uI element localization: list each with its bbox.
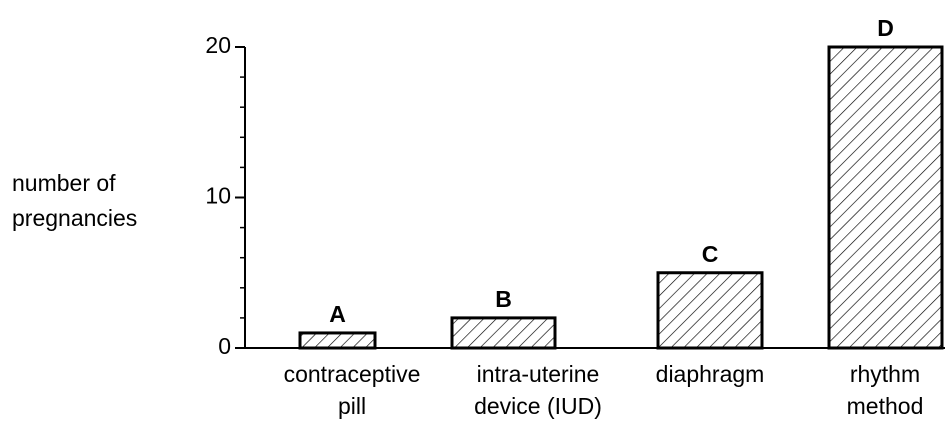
bar	[827, 45, 944, 350]
x-tick-label: diaphragm	[656, 361, 765, 387]
y-tick-label: 20	[205, 32, 231, 58]
bar	[298, 331, 377, 350]
x-tick-label: device (IUD)	[474, 393, 602, 419]
y-axis-label: number of	[12, 170, 116, 196]
x-tick-label: method	[847, 393, 924, 419]
bar	[450, 316, 557, 350]
bar-label: D	[877, 15, 894, 41]
y-axis-label: pregnancies	[12, 205, 137, 231]
bar-label: B	[495, 286, 512, 312]
bar-label: C	[702, 241, 719, 267]
bar-label: A	[329, 301, 346, 327]
x-tick-label: contraceptive	[284, 361, 421, 387]
y-tick-label: 10	[205, 183, 231, 209]
bar	[656, 271, 764, 350]
y-tick-label: 0	[218, 333, 231, 359]
x-tick-label: rhythm	[850, 361, 920, 387]
x-tick-label: pill	[338, 393, 366, 419]
x-tick-label: intra-uterine	[477, 361, 600, 387]
